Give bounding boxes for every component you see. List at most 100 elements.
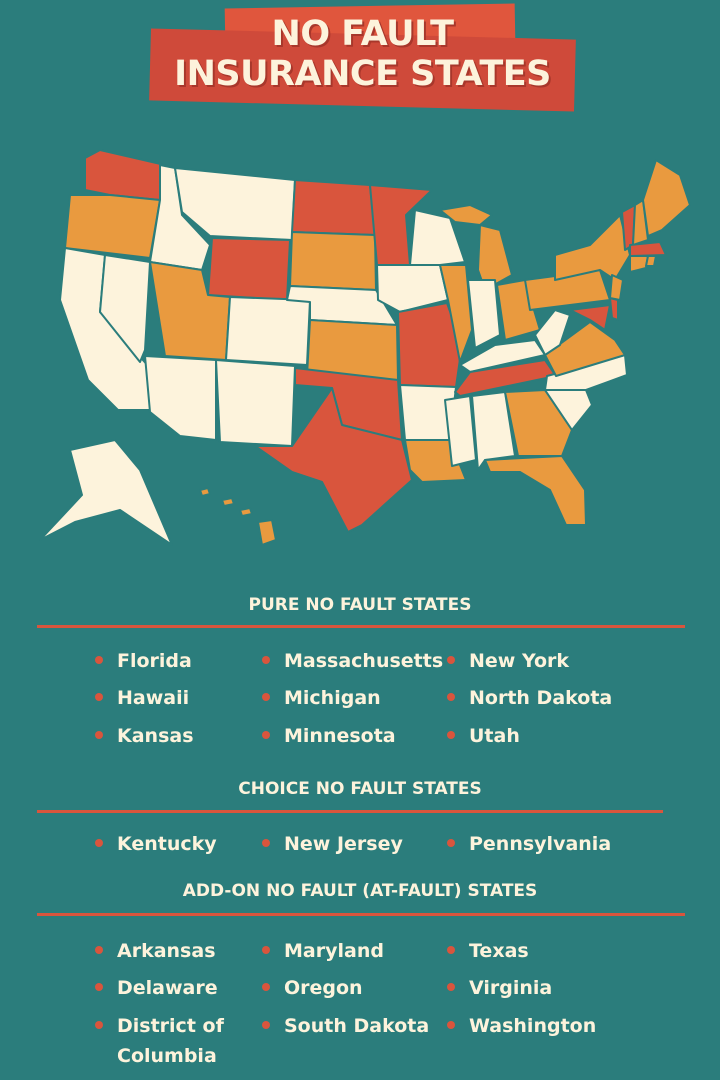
title-line-1: NO FAULT <box>271 14 454 54</box>
list-item: Kentucky <box>95 833 217 855</box>
state-name: North Dakota <box>469 687 613 709</box>
state-me <box>642 159 691 237</box>
state-name: South Dakota <box>284 1015 430 1037</box>
state-nv <box>99 254 151 363</box>
state-al <box>471 391 516 471</box>
bullet-icon <box>447 692 455 701</box>
state-hi3 <box>239 507 253 517</box>
state-hi2 <box>221 497 235 507</box>
pure-heading: PURE NO FAULT STATES <box>248 595 472 615</box>
state-or <box>64 194 161 259</box>
list-item: Minnesota <box>262 725 396 747</box>
state-tn <box>454 359 557 397</box>
state-name: Washington <box>469 1015 597 1037</box>
state-name: Florida <box>117 650 192 672</box>
list-item: Pennsylvania <box>447 833 611 855</box>
state-wv <box>534 309 571 356</box>
bullet-icon <box>95 1020 103 1029</box>
state-name: Arkansas <box>117 940 216 962</box>
state-ma <box>629 241 667 257</box>
list-item: South Dakota <box>262 1015 429 1037</box>
bullet-icon <box>262 692 270 701</box>
state-mn <box>369 184 433 266</box>
state-il <box>439 264 473 363</box>
state-ms <box>444 395 477 467</box>
state-va <box>544 321 626 377</box>
bullet-icon <box>262 838 270 847</box>
state-name: Maryland <box>284 940 384 962</box>
bullet-icon <box>95 982 103 991</box>
bullet-icon <box>262 982 270 991</box>
list-item: Texas <box>447 940 529 962</box>
bullet-icon <box>447 1020 455 1029</box>
state-name: Texas <box>469 940 529 962</box>
bullet-icon <box>95 730 103 739</box>
bullet-icon <box>95 655 103 664</box>
list-item: Michigan <box>262 687 381 709</box>
state-mi <box>477 224 513 291</box>
bullet-icon <box>262 730 270 739</box>
bullet-icon <box>447 730 455 739</box>
state-name: Oregon <box>284 977 363 999</box>
state-name: Kentucky <box>117 833 217 855</box>
list-item: Washington <box>447 1015 596 1037</box>
bullet-icon <box>95 838 103 847</box>
divider <box>37 913 685 916</box>
state-name: Kansas <box>117 725 194 747</box>
state-az <box>144 355 217 441</box>
state-fl <box>484 455 587 526</box>
state-ct <box>629 255 649 273</box>
state-name: Virginia <box>469 977 553 999</box>
state-co <box>225 296 311 366</box>
bullet-icon <box>95 945 103 954</box>
bullet-icon <box>447 838 455 847</box>
state-nd <box>291 179 376 236</box>
state-name: New Jersey <box>284 833 403 855</box>
title-line-2: INSURANCE STATES <box>174 54 551 94</box>
us-map <box>39 149 691 546</box>
state-name: Pennsylvania <box>469 833 612 855</box>
list-item: Utah <box>447 725 520 747</box>
list-item: Arkansas <box>95 940 216 962</box>
state-name: Hawaii <box>117 687 190 709</box>
list-item: New Jersey <box>262 833 403 855</box>
state-tx <box>254 387 413 533</box>
page-title: NO FAULT INSURANCE STATES <box>150 14 575 94</box>
list-item: Massachusetts <box>262 650 443 672</box>
state-name: Minnesota <box>284 725 396 747</box>
state-sd <box>289 231 377 291</box>
list-item: New York <box>447 650 569 672</box>
divider <box>37 810 663 813</box>
state-nj <box>609 274 624 301</box>
list-item: Oregon <box>262 977 363 999</box>
list-item: Hawaii <box>95 687 189 709</box>
state-hi1 <box>199 487 211 497</box>
state-hi4 <box>257 519 277 546</box>
addon-heading: ADD-ON NO FAULT (AT-FAULT) STATES <box>182 881 538 901</box>
bullet-icon <box>262 945 270 954</box>
bullet-icon <box>447 655 455 664</box>
state-ky <box>459 339 546 373</box>
list-item: Delaware <box>95 977 218 999</box>
bullet-icon <box>262 1020 270 1029</box>
choice-heading: CHOICE NO FAULT STATES <box>238 779 482 799</box>
state-in <box>467 279 501 349</box>
list-item: District of Columbia <box>95 1015 224 1075</box>
list-item: Florida <box>95 650 192 672</box>
state-name: Massachusetts <box>284 650 444 672</box>
state-ri <box>645 255 657 267</box>
state-mo <box>397 302 463 388</box>
divider <box>37 625 685 628</box>
list-item: North Dakota <box>447 687 612 709</box>
state-ny <box>554 214 631 281</box>
bullet-icon <box>447 982 455 991</box>
bullet-icon <box>447 945 455 954</box>
state-name: Delaware <box>117 977 218 999</box>
state-name: New York <box>469 650 570 672</box>
state-ak <box>39 439 173 546</box>
list-item: Maryland <box>262 940 384 962</box>
state-miu <box>439 204 493 226</box>
list-item: Virginia <box>447 977 552 999</box>
state-de <box>609 297 619 321</box>
state-name: Utah <box>469 725 520 747</box>
